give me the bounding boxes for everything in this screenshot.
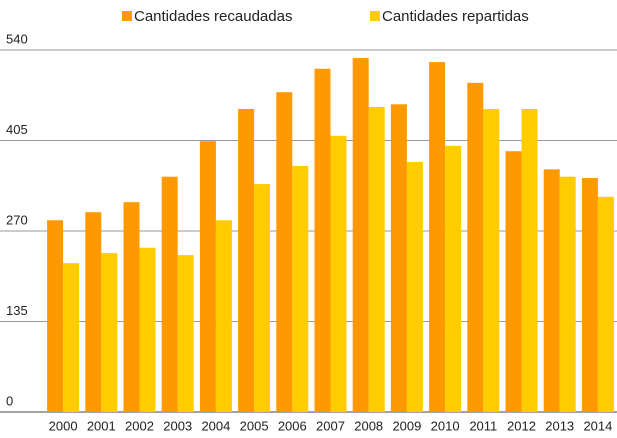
y-tick-label: 0: [6, 393, 13, 408]
bar: [352, 58, 369, 413]
bar: [254, 184, 271, 412]
x-tick-label: 2003: [163, 418, 192, 433]
bar: [390, 104, 407, 413]
bar: [139, 247, 156, 412]
x-tick-label: 2008: [354, 418, 383, 433]
bar: [238, 108, 255, 413]
legend-label: Cantidades recaudadas: [134, 8, 292, 25]
x-tick-label: 2004: [201, 418, 230, 433]
x-tick-label: 2009: [392, 418, 421, 433]
bar: [467, 82, 484, 412]
bar: [559, 176, 576, 412]
x-tick-label: 2007: [316, 418, 345, 433]
x-tick-label: 2002: [125, 418, 154, 433]
bar: [292, 165, 309, 412]
y-tick-label: 135: [6, 303, 28, 318]
x-tick-label: 2011: [469, 418, 497, 433]
y-tick-label: 270: [6, 212, 28, 227]
legend: Cantidades recaudadas Cantidades repartid…: [122, 8, 529, 25]
bar: [505, 151, 522, 412]
x-tick-label: 2010: [431, 418, 460, 433]
bar: [543, 169, 560, 412]
bar: [177, 255, 194, 412]
bar: [161, 176, 178, 412]
bar: [483, 108, 500, 413]
bar: [429, 62, 446, 413]
bar: [47, 220, 64, 412]
bar: [199, 141, 216, 413]
x-tick-label: 2014: [583, 418, 612, 433]
bar: [123, 202, 140, 412]
legend-swatch: [370, 11, 380, 21]
legend-swatch: [122, 11, 132, 21]
bar: [445, 145, 462, 412]
bar: [63, 263, 80, 412]
bar: [314, 68, 331, 412]
bar: [330, 135, 347, 412]
bar: [101, 253, 118, 412]
x-tick-label: 2005: [240, 418, 269, 433]
x-tick-label: 2001: [87, 418, 116, 433]
x-tick-label: 2006: [278, 418, 307, 433]
bar: [368, 106, 385, 413]
bar: [406, 161, 423, 412]
legend-label: Cantidades repartidas: [382, 8, 529, 25]
x-tick-label: 2012: [507, 418, 536, 433]
bar: [215, 220, 232, 412]
bar: [581, 178, 598, 412]
x-tick-label: 2000: [49, 418, 78, 433]
y-tick-label: 540: [6, 31, 28, 46]
bar: [276, 92, 293, 412]
bar: [85, 212, 102, 412]
bar: [521, 108, 538, 413]
x-tick-label: 2013: [545, 418, 574, 433]
y-tick-label: 405: [6, 122, 28, 137]
bar: [597, 196, 614, 412]
